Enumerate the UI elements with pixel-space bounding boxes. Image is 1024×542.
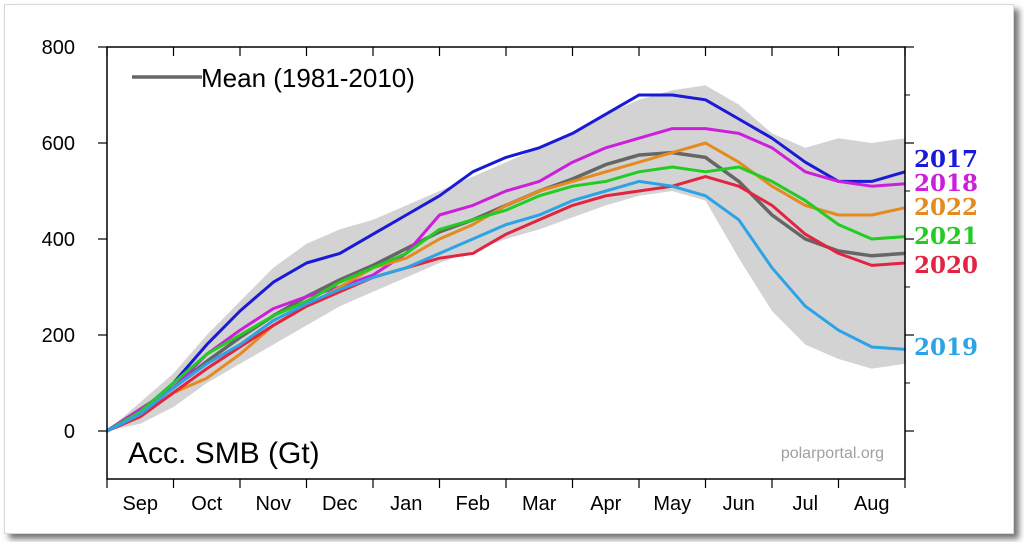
source-label: polarportal.org — [781, 445, 884, 462]
series-line-2021 — [106, 165, 906, 433]
legend: Mean (1981-2010) — [132, 63, 415, 93]
series-label-2021: 2021 — [914, 223, 978, 250]
y-tick-label: 600 — [42, 133, 75, 155]
unit-label: Acc. SMB (Gt) — [128, 437, 320, 470]
series-label-2017: 2017 — [914, 146, 978, 173]
series-line-2019 — [106, 179, 906, 433]
x-tick-label: Feb — [456, 493, 490, 515]
legend-mean-label: Mean (1981-2010) — [201, 63, 415, 93]
x-tick-label: Apr — [590, 493, 621, 515]
series-label-2022: 2022 — [914, 194, 978, 221]
y-tick-label: 400 — [42, 229, 75, 251]
x-tick-label: Dec — [322, 493, 358, 515]
y-tick-label: 800 — [42, 37, 75, 59]
series-label-2018: 2018 — [914, 170, 978, 197]
x-tick-label: Aug — [854, 493, 890, 515]
y-tick-label: 200 — [42, 325, 75, 347]
x-tick-label: Oct — [191, 493, 223, 515]
x-tick-label: Sep — [122, 493, 158, 515]
x-tick-label: May — [653, 493, 691, 515]
range-band — [107, 85, 905, 432]
y-tick-label: 0 — [64, 421, 75, 443]
series-line-2018 — [106, 127, 906, 433]
series-label-2019: 2019 — [914, 334, 978, 361]
x-tick-label: Jul — [792, 493, 818, 515]
x-tick-label: Jun — [723, 493, 755, 515]
series-label-2020: 2020 — [914, 252, 978, 279]
x-tick-label: Mar — [522, 493, 557, 515]
series-line-2017 — [106, 93, 906, 433]
x-tick-label: Jan — [390, 493, 422, 515]
x-tick-label: Nov — [255, 493, 291, 515]
series-line-2020 — [106, 175, 906, 433]
series-line-2022 — [106, 141, 906, 433]
